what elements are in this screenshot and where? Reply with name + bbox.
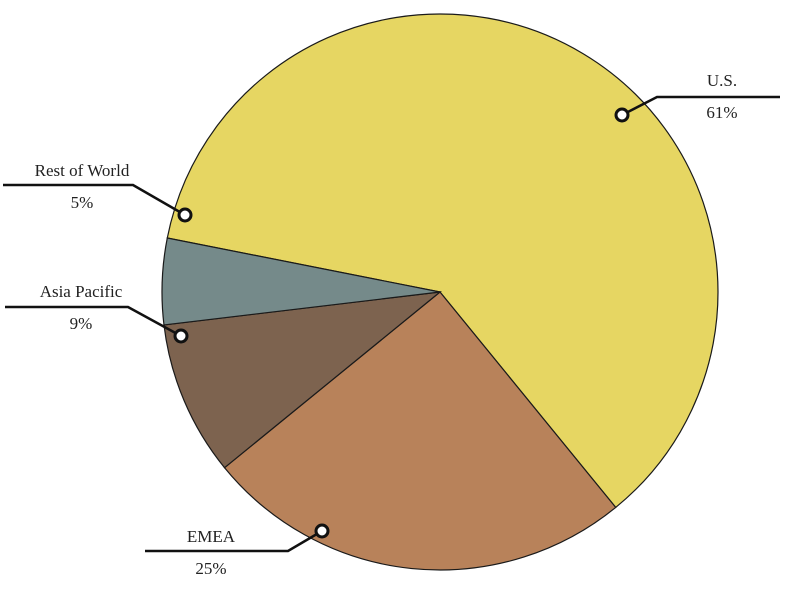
callout-rest-of-world: Rest of World 5%	[3, 161, 193, 223]
leader-line-us	[621, 95, 780, 117]
pie-slices	[161, 13, 719, 571]
slice-value-rest-of-world: 5%	[71, 193, 94, 212]
slice-value-asia-pacific: 9%	[70, 314, 93, 333]
leader-dot-asia-pacific	[173, 328, 189, 344]
pie-slice-u-s	[166, 13, 719, 509]
slice-value-us: 61%	[706, 103, 737, 122]
leader-line-rest-of-world	[3, 183, 186, 217]
leader-dot-emea	[314, 523, 330, 539]
slice-label-us: U.S.	[707, 71, 737, 90]
callout-asia-pacific: Asia Pacific 9%	[5, 282, 189, 344]
slice-label-emea: EMEA	[187, 527, 236, 546]
leader-line-emea	[145, 529, 323, 553]
pie-slice-rest-of-world	[161, 237, 441, 326]
callout-emea: EMEA 25%	[145, 523, 330, 578]
pie-slice-emea	[223, 291, 617, 571]
pie-slice-asia-pacific	[163, 291, 442, 469]
leader-dot-us	[614, 107, 630, 123]
slice-label-rest-of-world: Rest of World	[35, 161, 130, 180]
slice-label-asia-pacific: Asia Pacific	[40, 282, 123, 301]
callout-us: U.S. 61%	[614, 71, 780, 123]
leader-dot-rest-of-world	[177, 207, 193, 223]
slice-value-emea: 25%	[195, 559, 226, 578]
leader-line-asia-pacific	[5, 305, 182, 338]
